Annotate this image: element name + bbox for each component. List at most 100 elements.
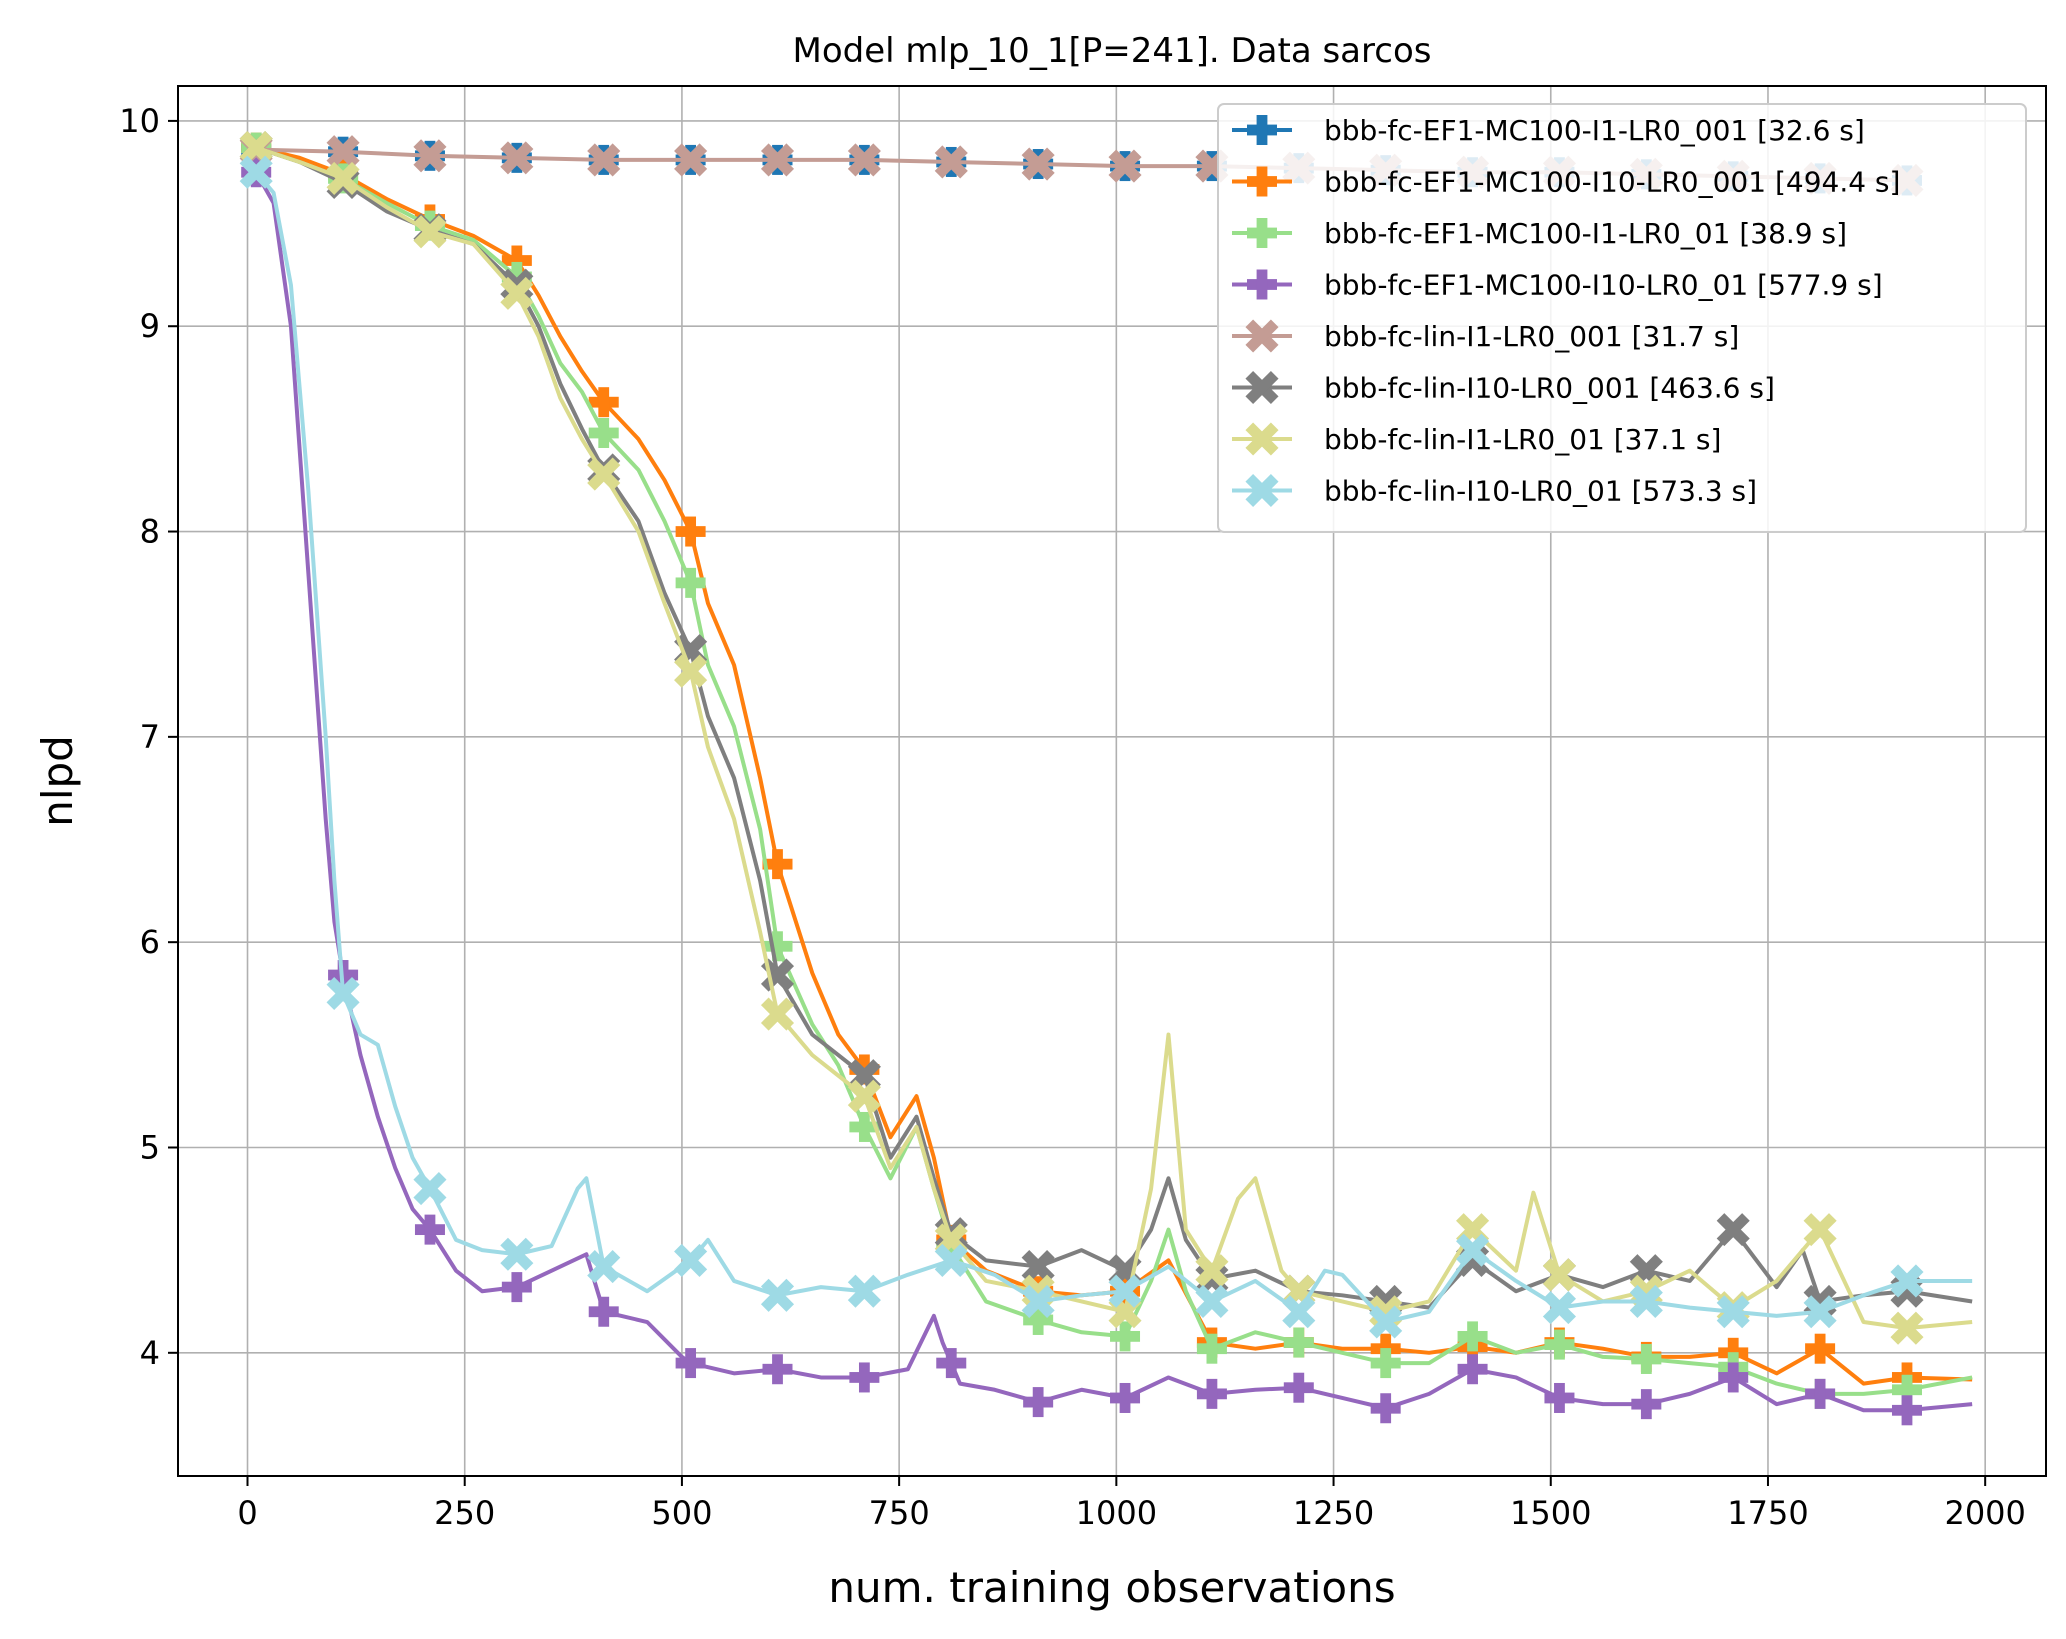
marker-bar-v bbox=[1814, 1333, 1826, 1364]
legend: bbb-fc-EF1-MC100-I1-LR0_001 [32.6 s] bbb-… bbox=[1217, 103, 2027, 533]
marker-bar-v bbox=[685, 1348, 697, 1379]
marker-bar-v bbox=[772, 931, 783, 962]
data-point bbox=[1631, 1343, 1662, 1374]
data-point bbox=[1283, 1372, 1314, 1403]
marker-bar-b bbox=[239, 155, 273, 189]
chart-title: Model mlp_10_1[P=241]. Data sarcos bbox=[793, 31, 1432, 71]
marker-bar-b bbox=[1195, 1284, 1229, 1319]
x-tick-label: 250 bbox=[434, 1494, 495, 1532]
marker-bar-b bbox=[847, 1079, 881, 1113]
marker-bar-v bbox=[945, 1348, 957, 1379]
legend-label: bbb-fc-EF1-MC100-I10-LR0_001 [494.4 s] bbox=[1324, 166, 1900, 199]
data-point bbox=[1544, 1382, 1575, 1413]
data-point bbox=[1457, 1321, 1488, 1352]
data-point bbox=[1108, 1274, 1142, 1308]
legend-item: bbb-fc-EF1-MC100-I10-LR0_001 [494.4 s] bbox=[1232, 166, 1900, 199]
series-line bbox=[254, 171, 1973, 1413]
marker-bar-v bbox=[685, 567, 697, 598]
data-point bbox=[1890, 1311, 1924, 1345]
data-point bbox=[847, 1274, 881, 1308]
legend-label: bbb-fc-lin-I10-LR0_001 [463.6 s] bbox=[1324, 372, 1775, 405]
legend-item: bbb-fc-lin-I1-LR0_01 [37.1 s] bbox=[1232, 422, 1721, 456]
series-line bbox=[254, 170, 1973, 1325]
marker-bar-b bbox=[500, 276, 534, 310]
marker-bar-b bbox=[587, 457, 621, 491]
data-point bbox=[588, 1296, 619, 1327]
marker-bar-b bbox=[1890, 1311, 1924, 1345]
marker-bar-b bbox=[587, 1250, 621, 1284]
data-point bbox=[1110, 1382, 1141, 1413]
data-point bbox=[934, 145, 968, 179]
data-point bbox=[762, 1354, 793, 1385]
marker-bar-b bbox=[239, 131, 273, 165]
legend-item: bbb-fc-lin-I10-LR0_01 [573.3 s] bbox=[1232, 473, 1757, 508]
legend-label: bbb-fc-EF1-MC100-I1-LR0_01 [38.9 s] bbox=[1324, 217, 1847, 250]
data-point bbox=[413, 139, 447, 173]
legend-label: bbb-fc-EF1-MC100-I1-LR0_001 [32.6 s] bbox=[1324, 114, 1865, 147]
data-point bbox=[1890, 1264, 1924, 1298]
marker-bar-v bbox=[424, 1214, 436, 1245]
y-tick-label: 6 bbox=[140, 923, 160, 961]
legend-box bbox=[1217, 103, 2027, 533]
marker-bar-v bbox=[1256, 115, 1268, 145]
data-point bbox=[1196, 1378, 1227, 1409]
y-tick-label: 8 bbox=[140, 513, 160, 551]
data-point bbox=[1369, 1305, 1403, 1339]
marker-bar-b bbox=[674, 1243, 708, 1277]
data-point bbox=[1023, 1387, 1054, 1418]
data-point bbox=[1805, 1333, 1836, 1364]
marker-bar-b bbox=[1890, 1264, 1924, 1298]
marker-bar-v bbox=[1206, 1333, 1218, 1364]
marker-bar-b bbox=[847, 143, 881, 177]
data-point bbox=[934, 1243, 968, 1277]
data-point bbox=[239, 155, 273, 189]
legend-marker bbox=[1245, 319, 1279, 353]
marker-bar-b bbox=[500, 1237, 534, 1271]
data-point bbox=[501, 1272, 532, 1303]
legend-marker bbox=[1247, 115, 1277, 145]
data-point bbox=[762, 849, 793, 880]
data-point bbox=[1457, 1354, 1488, 1385]
plot-frame bbox=[177, 85, 2047, 1477]
data-point bbox=[1805, 1378, 1836, 1409]
legend-item: bbb-fc-EF1-MC100-I10-LR0_01 [577.9 s] bbox=[1232, 269, 1883, 302]
ticks: 0 250 500 750 1000 1250 1500 1750 2000 4 5 6 7 8 9 10 bbox=[119, 102, 2026, 1532]
legend-label: bbb-fc-lin-I10-LR0_01 [573.3 s] bbox=[1324, 475, 1757, 508]
data-point bbox=[501, 245, 532, 276]
data-point bbox=[500, 268, 534, 302]
data-point bbox=[1456, 1233, 1490, 1267]
marker-bar-b bbox=[1108, 1274, 1142, 1308]
data-point bbox=[762, 931, 793, 962]
data-point bbox=[587, 457, 621, 491]
marker-bar-v bbox=[1032, 1387, 1044, 1418]
marker-bar-b bbox=[1245, 319, 1279, 353]
legend-label: bbb-fc-lin-I1-LR0_001 [31.7 s] bbox=[1324, 320, 1739, 353]
marker-bar-v bbox=[511, 261, 523, 292]
marker-bar-v bbox=[598, 1296, 610, 1327]
x-tick-label: 1000 bbox=[1076, 1494, 1157, 1532]
marker-bar-b bbox=[1542, 1291, 1576, 1325]
legend-marker bbox=[1245, 473, 1279, 508]
series-line bbox=[255, 145, 1973, 1396]
data-point bbox=[1195, 1254, 1229, 1288]
marker-bar-v bbox=[1032, 1304, 1044, 1335]
marker-bar-b bbox=[500, 268, 534, 302]
marker-bar-v bbox=[1554, 1382, 1565, 1413]
x-tick-label: 1750 bbox=[1727, 1494, 1808, 1532]
data-point bbox=[501, 261, 532, 292]
marker-bar-v bbox=[858, 1111, 870, 1142]
marker-bar-v bbox=[1380, 1393, 1392, 1424]
data-point bbox=[1282, 1295, 1316, 1329]
data-point bbox=[1631, 1389, 1662, 1420]
data-point bbox=[239, 131, 273, 165]
marker-bar-b bbox=[934, 1243, 968, 1277]
marker-bar-v bbox=[772, 1354, 783, 1385]
series-line bbox=[255, 145, 1973, 1386]
marker-bar-v bbox=[1206, 1378, 1218, 1409]
data-point bbox=[326, 161, 360, 195]
marker-bar-b bbox=[587, 143, 621, 177]
marker-bar-b bbox=[1282, 1295, 1316, 1329]
data-point bbox=[1544, 1329, 1575, 1360]
data-point bbox=[500, 1237, 534, 1271]
marker-bar-b bbox=[760, 997, 795, 1031]
